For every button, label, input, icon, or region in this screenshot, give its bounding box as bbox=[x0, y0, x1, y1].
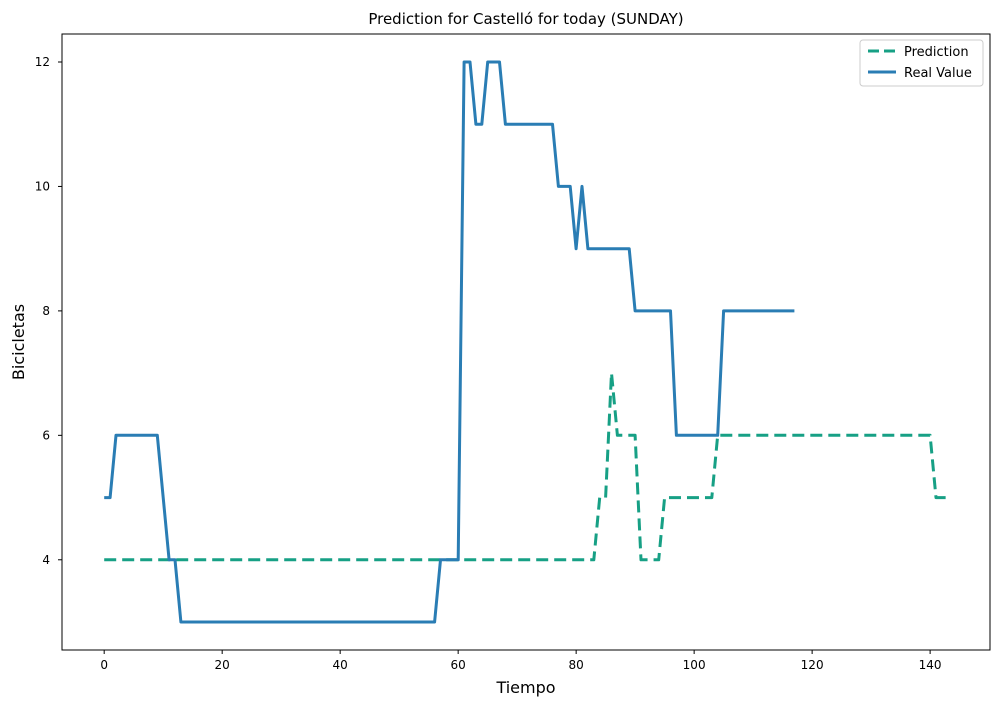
y-tick-label: 4 bbox=[42, 553, 50, 567]
y-tick-label: 6 bbox=[42, 428, 50, 442]
x-tick-label: 120 bbox=[801, 658, 824, 672]
legend-label-prediction: Prediction bbox=[904, 45, 969, 60]
x-tick-label: 80 bbox=[569, 658, 584, 672]
x-tick-label: 100 bbox=[683, 658, 706, 672]
series-layer bbox=[104, 60, 948, 624]
x-axis-ticks: 0 20 40 60 80 100 120 140 bbox=[100, 650, 942, 672]
y-tick-label: 8 bbox=[42, 304, 50, 318]
x-tick-label: 0 bbox=[100, 658, 108, 672]
y-tick-label: 10 bbox=[35, 179, 50, 193]
y-axis-label: Bicicletas bbox=[9, 304, 28, 380]
x-tick-label: 60 bbox=[451, 658, 466, 672]
chart-title: Prediction for Castelló for today (SUNDA… bbox=[368, 10, 683, 28]
plot-area bbox=[61, 33, 991, 651]
x-axis-label: Tiempo bbox=[495, 678, 555, 697]
x-tick-label: 140 bbox=[919, 658, 942, 672]
legend-label-real: Real Value bbox=[904, 66, 972, 81]
x-tick-label: 20 bbox=[215, 658, 230, 672]
x-tick-label: 40 bbox=[333, 658, 348, 672]
y-tick-label: 12 bbox=[35, 55, 50, 69]
series-line-real-value bbox=[104, 60, 795, 624]
legend: Prediction Real Value bbox=[859, 39, 984, 87]
series-line-prediction bbox=[104, 371, 948, 562]
y-axis-ticks: 4 6 8 10 12 bbox=[35, 55, 62, 567]
